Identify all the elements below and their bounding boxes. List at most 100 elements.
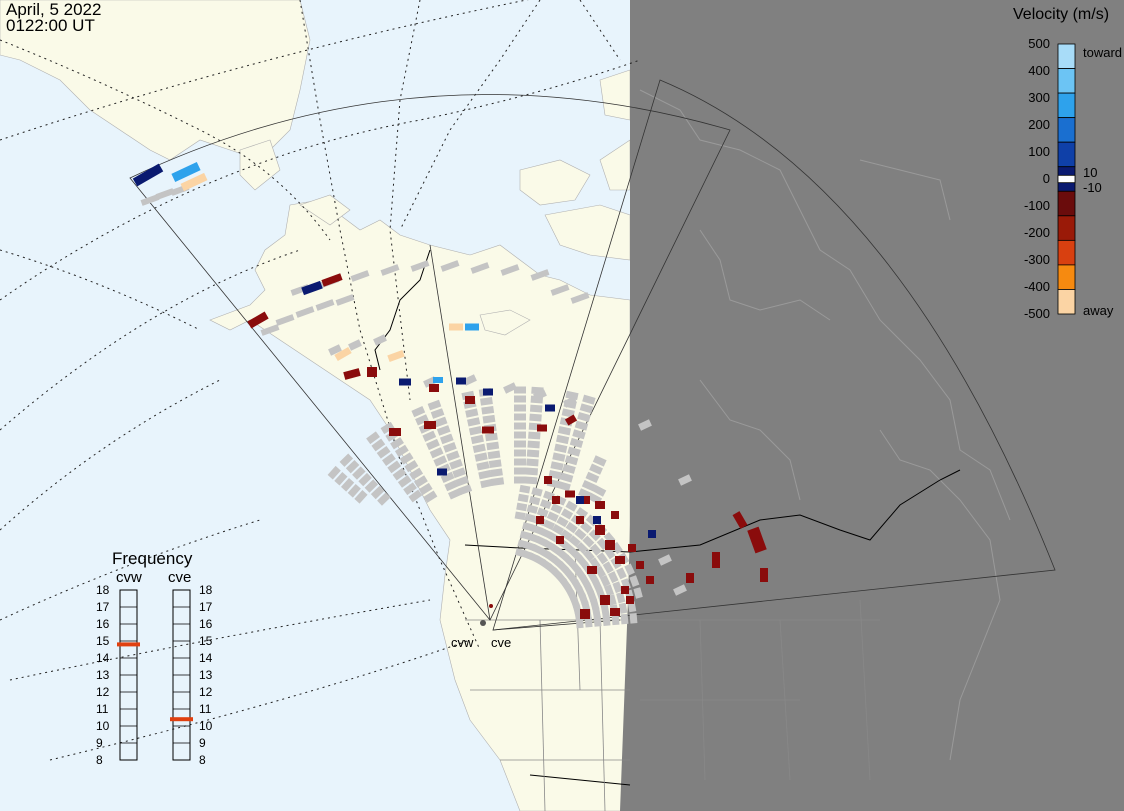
scatter-cell <box>560 529 573 541</box>
velocity-tick: 300 <box>1028 90 1050 105</box>
scatter-cell <box>524 513 536 523</box>
scatter-cell <box>465 396 475 404</box>
scatter-cell <box>418 482 433 496</box>
velocity-color-0 <box>1057 43 1076 69</box>
frequency-tick: 11 <box>199 702 212 716</box>
frequency-tick: 15 <box>199 634 213 648</box>
scatter-cell <box>527 440 540 449</box>
scatter-cell <box>572 429 586 440</box>
scatter-cell <box>382 453 396 466</box>
radar-fov <box>129 79 1056 631</box>
scatter-cell <box>596 552 609 565</box>
radar-site-cve <box>489 604 493 608</box>
time-label: 0122:00 UT <box>6 16 95 35</box>
scatter-cell <box>364 479 379 493</box>
scatter-cell <box>605 540 615 550</box>
scatter-cell <box>620 613 629 625</box>
scatter-cell <box>562 542 575 554</box>
velocity-zero-band <box>1057 174 1076 184</box>
scatter-cell <box>439 433 454 445</box>
scatter-cell <box>747 526 767 554</box>
velocity-tick: -100 <box>1023 198 1050 213</box>
velocity-color-7 <box>1057 215 1076 241</box>
scatter-cell <box>295 306 315 318</box>
scatter-cell <box>443 442 457 453</box>
velocity-color-9 <box>1057 264 1076 290</box>
away-label: away <box>1083 303 1114 318</box>
scatter-cell <box>377 492 391 506</box>
velocity-tick: 100 <box>1028 144 1050 159</box>
scatter-cell <box>410 260 430 272</box>
scatter-cell <box>621 586 629 594</box>
scatter-cell <box>585 471 600 484</box>
scatter-cell <box>589 598 600 611</box>
scatter-cell <box>503 382 517 394</box>
scatter-cell <box>347 483 361 498</box>
velocity-tick: -400 <box>1023 279 1050 294</box>
scatter-cell <box>616 567 627 580</box>
scatter-cell <box>411 405 426 418</box>
scatter-cell <box>546 511 559 522</box>
velocity-color-10 <box>1057 289 1076 315</box>
scatter-cell <box>345 459 360 474</box>
scatter-cell <box>574 420 589 431</box>
scatter-cell <box>638 419 652 431</box>
scatter-cell <box>539 499 552 510</box>
scatter-cell <box>552 496 560 504</box>
scatter-cell <box>557 481 571 492</box>
scatter-cell <box>608 571 619 584</box>
scatter-cell <box>514 395 526 403</box>
frequency-tick: 15 <box>96 634 110 648</box>
scatter-cell <box>478 470 492 480</box>
frequency-head-cve: cve <box>168 569 192 586</box>
scatter-cell <box>180 172 208 192</box>
scatter-cell <box>463 374 477 386</box>
frequency-title: Frequency <box>112 549 193 568</box>
scatter-cell <box>589 557 601 570</box>
scatter-cell <box>491 477 505 486</box>
scatter-cell <box>592 484 607 497</box>
scatter-cell <box>543 519 556 531</box>
velocity-tick: 400 <box>1028 63 1050 78</box>
scatter-cell <box>526 504 539 514</box>
scatter-cell <box>517 493 529 503</box>
scatter-cell <box>556 516 569 528</box>
scatter-cell <box>579 403 594 414</box>
scatter-cell <box>480 478 494 489</box>
scatter-cell <box>550 461 564 471</box>
scatter-cells <box>132 162 768 629</box>
frequency-tick: 16 <box>199 617 213 631</box>
scatter-cell <box>389 428 401 436</box>
scatter-cell <box>550 284 570 296</box>
scatter-cell <box>376 445 391 459</box>
scatter-cell <box>424 421 436 429</box>
scatter-cell <box>482 414 496 424</box>
scatter-cell <box>446 450 460 462</box>
scatter-cell <box>604 584 615 597</box>
radar-label-cve: cve <box>491 635 512 650</box>
date-label: April, 5 2022 <box>6 0 102 19</box>
scatter-cell <box>760 568 768 582</box>
scatter-cell <box>732 511 748 529</box>
scatter-cell <box>636 561 644 569</box>
scatter-cell <box>673 584 687 596</box>
scatter-cell <box>335 294 355 306</box>
toward-label: toward <box>1083 45 1123 60</box>
frequency-tick: 10 <box>199 719 213 733</box>
scatter-cell <box>399 452 414 465</box>
scatter-cell <box>629 613 638 624</box>
scatter-cell <box>474 452 488 462</box>
scatter-cell <box>526 458 539 467</box>
scatter-cell <box>472 443 486 453</box>
pos-threshold-label: 10 <box>1083 165 1098 180</box>
velocity-tick: -500 <box>1023 306 1050 321</box>
scatter-cell <box>537 424 547 432</box>
scatter-cell <box>568 535 581 548</box>
scatter-cell <box>514 449 526 457</box>
frequency-tick: 14 <box>199 651 213 665</box>
scatter-cell <box>440 260 460 272</box>
scatter-cell <box>354 490 368 504</box>
scatter-cell <box>399 378 411 386</box>
scatter-cell <box>575 507 589 519</box>
